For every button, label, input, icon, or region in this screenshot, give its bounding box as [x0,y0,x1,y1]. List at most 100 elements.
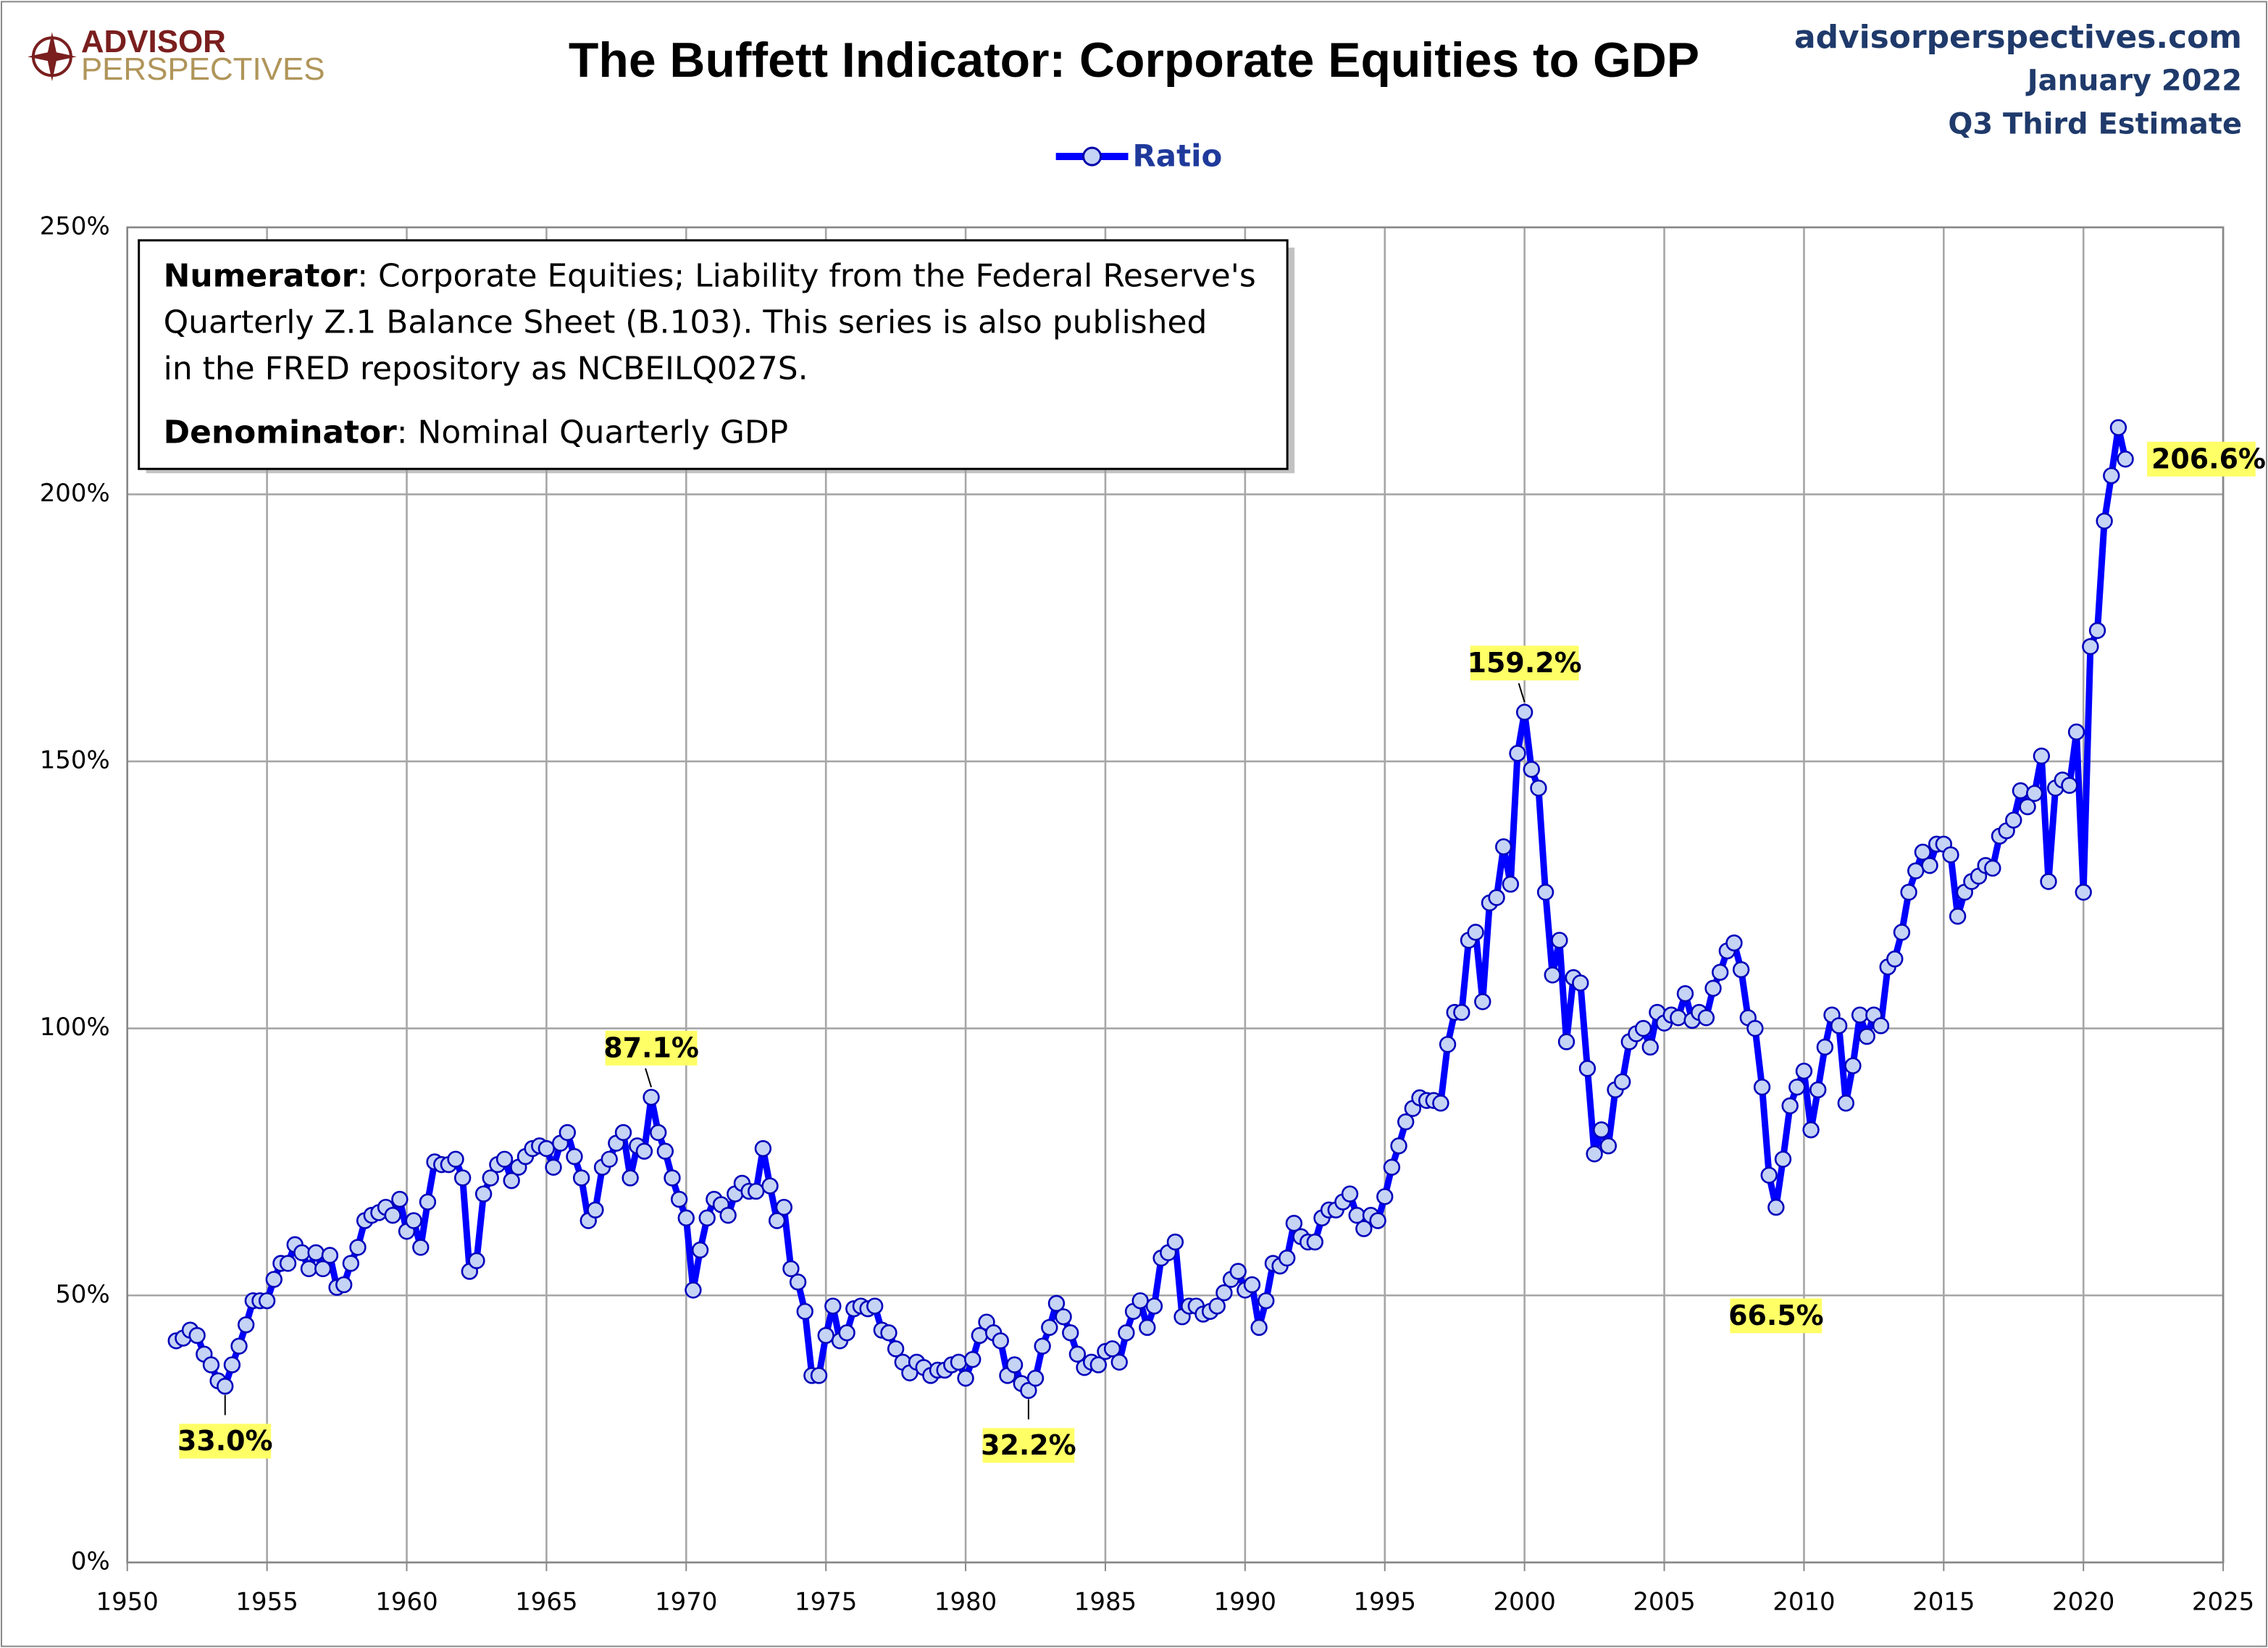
data-point [217,1377,234,1395]
data-point [1055,1308,1072,1326]
data-point [1306,1233,1323,1251]
data-point [1026,1369,1045,1387]
x-tick-label: 2020 [2052,1587,2114,1616]
data-point [1488,889,1505,906]
data-point [1795,1062,1813,1080]
label-background [605,1030,698,1066]
note-line: Denominator: Nominal Quarterly GDP [164,414,789,451]
data-point [824,1297,842,1315]
data-point [761,1177,779,1195]
note-line: Numerator: Corporate Equities; Liability… [164,258,1256,295]
label-background [982,1428,1075,1463]
data-point [1851,1006,1869,1024]
data-point [384,1206,401,1224]
data-point [2061,777,2078,794]
y-tick-label: 0% [71,1547,110,1576]
data-point [1858,1028,1875,1045]
data-point [1250,1318,1268,1337]
x-tick-label: 1995 [1354,1587,1416,1616]
data-point [1515,703,1533,721]
data-point [2019,798,2036,816]
data-point [1467,924,1484,941]
data-point [1103,1340,1121,1358]
data-point [1502,875,1520,893]
data-point [1005,1356,1024,1373]
data-point [1341,1185,1359,1202]
data-point [1767,1198,1785,1216]
data-point [1697,1009,1715,1026]
data-point [223,1356,241,1373]
data-point [1530,779,1547,797]
data-point [1830,1017,1848,1034]
label-leader [645,1068,653,1088]
data-point [810,1367,828,1384]
data-point [2026,785,2043,802]
label-background [179,1423,272,1459]
data-point [453,1169,472,1187]
data-point [1453,1003,1470,1021]
data-point [1432,1095,1449,1112]
legend: Ratio [1055,138,1222,173]
data-point [1942,846,1959,863]
logo-text: ADVISOR [81,24,226,59]
y-tick-label: 250% [40,212,110,240]
data-point [1613,1073,1631,1091]
label-leader [1518,682,1526,703]
logo: ADVISOR PERSPECTIVES [27,24,325,87]
data-point [1949,908,1967,925]
data-point [1788,1079,1806,1096]
data-point [656,1142,674,1160]
data-point [1732,961,1750,979]
data-point [468,1252,485,1270]
data-point [1844,1057,1862,1074]
y-tick-label: 200% [40,479,110,508]
data-point [992,1332,1009,1350]
data-point [1593,1121,1610,1139]
data-point [691,1241,709,1259]
data-point [566,1147,583,1166]
data-point [1258,1292,1275,1310]
data-point [558,1124,577,1142]
data-point [2005,811,2022,829]
data-point [545,1158,562,1176]
data-point [314,1260,332,1278]
logo-text: PERSPECTIVES [81,51,325,87]
x-tick-label: 2015 [1912,1587,1975,1616]
data-point [1837,1095,1854,1112]
data-point [537,1139,556,1158]
data-point [754,1139,772,1158]
data-point [2096,512,2113,530]
data-point [1599,1137,1618,1155]
data-point [1753,1079,1771,1096]
data-label: 33.0% [177,1425,273,1457]
data-point [796,1302,813,1321]
data-point [670,1190,688,1208]
x-tick-label: 1985 [1074,1587,1137,1616]
data-point [1557,1033,1576,1050]
data-point [622,1169,639,1187]
label-background [2147,441,2256,477]
data-point [1725,934,1743,952]
data-point [265,1271,283,1288]
data-point [817,1326,834,1344]
x-tick-label: 1980 [934,1587,997,1616]
data-point [664,1169,681,1187]
data-point [1397,1113,1415,1131]
data-point [1816,1038,1834,1056]
data-point [2040,873,2057,890]
source-text: January 2022 [2025,64,2242,98]
data-point [1279,1249,1296,1267]
data-point [300,1260,318,1278]
y-tick-label: 50% [55,1280,109,1309]
note-bold: Numerator [164,258,358,295]
data-point [635,1142,653,1160]
data-point [482,1169,499,1187]
data-point [419,1193,437,1210]
data-point [1118,1324,1135,1342]
x-tick-label: 1975 [795,1587,857,1616]
data-point [1551,932,1568,949]
data-point [1704,979,1722,997]
data-point [474,1185,493,1202]
data-point [2075,883,2092,901]
